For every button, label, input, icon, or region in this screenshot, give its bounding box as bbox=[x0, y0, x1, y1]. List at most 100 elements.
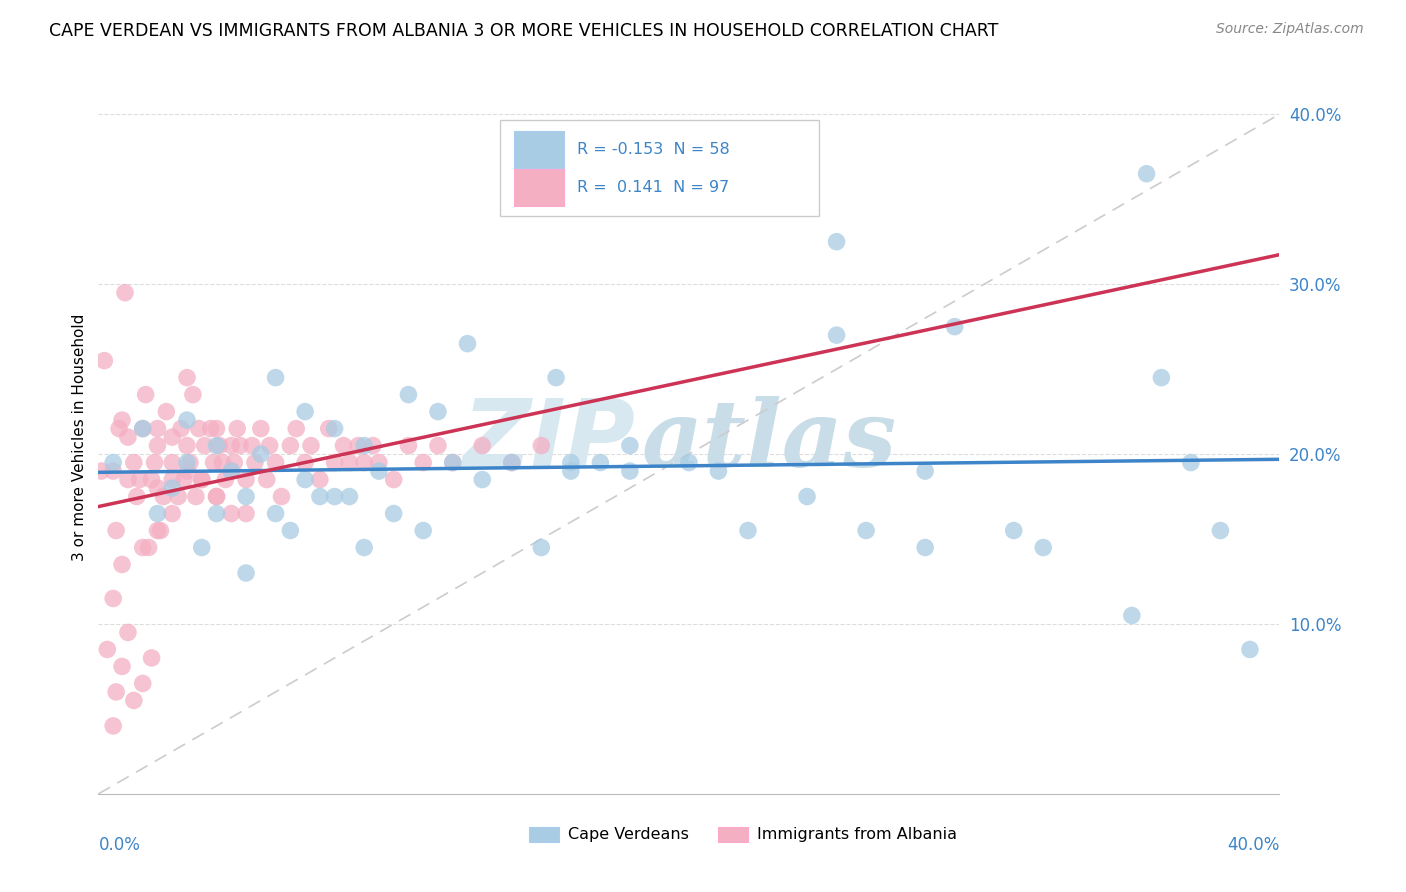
Point bbox=[299, 439, 322, 453]
Point bbox=[103, 464, 125, 478]
Point bbox=[914, 464, 936, 478]
Point bbox=[382, 473, 405, 487]
Point bbox=[412, 524, 434, 538]
Point bbox=[332, 439, 354, 453]
Point bbox=[149, 524, 172, 538]
Text: 0.0%: 0.0% bbox=[98, 837, 141, 855]
Point bbox=[146, 507, 169, 521]
Point bbox=[132, 541, 155, 555]
Bar bbox=[515, 131, 564, 168]
Bar bbox=[515, 169, 564, 206]
Point bbox=[264, 507, 287, 521]
Point bbox=[1209, 524, 1232, 538]
Point bbox=[103, 456, 125, 470]
Point bbox=[103, 591, 125, 606]
Point bbox=[191, 541, 214, 555]
Point bbox=[589, 456, 612, 470]
Point bbox=[280, 524, 302, 538]
Point bbox=[339, 490, 361, 504]
Point bbox=[146, 481, 169, 495]
Point bbox=[184, 490, 207, 504]
Point bbox=[427, 404, 450, 418]
Point bbox=[93, 353, 115, 368]
Point bbox=[103, 719, 125, 733]
Point bbox=[256, 473, 278, 487]
Point bbox=[353, 439, 375, 453]
Text: 40.0%: 40.0% bbox=[1227, 837, 1279, 855]
Point bbox=[205, 507, 228, 521]
Point bbox=[737, 524, 759, 538]
Point bbox=[132, 421, 155, 435]
Point bbox=[560, 456, 582, 470]
Point bbox=[240, 439, 263, 453]
Point bbox=[855, 524, 877, 538]
Point bbox=[155, 404, 177, 418]
Point bbox=[1180, 456, 1202, 470]
Point bbox=[294, 404, 316, 418]
Point bbox=[1150, 370, 1173, 384]
Point bbox=[105, 524, 128, 538]
Point bbox=[318, 421, 340, 435]
Point bbox=[200, 421, 222, 435]
Bar bbox=[501, 120, 818, 216]
Point bbox=[114, 285, 136, 300]
Point bbox=[170, 421, 193, 435]
Text: CAPE VERDEAN VS IMMIGRANTS FROM ALBANIA 3 OR MORE VEHICLES IN HOUSEHOLD CORRELAT: CAPE VERDEAN VS IMMIGRANTS FROM ALBANIA … bbox=[49, 22, 998, 40]
Point bbox=[132, 676, 155, 690]
Point bbox=[138, 541, 160, 555]
Point bbox=[368, 464, 391, 478]
Point bbox=[309, 490, 332, 504]
Point bbox=[162, 456, 183, 470]
Point bbox=[162, 430, 183, 444]
Point bbox=[285, 421, 308, 435]
Point bbox=[796, 490, 818, 504]
Point bbox=[250, 447, 273, 461]
Point bbox=[1121, 608, 1143, 623]
Point bbox=[250, 421, 273, 435]
Point bbox=[235, 507, 257, 521]
Point bbox=[412, 456, 434, 470]
Point bbox=[1239, 642, 1261, 657]
Point bbox=[146, 421, 169, 435]
Point bbox=[211, 456, 233, 470]
Point bbox=[187, 421, 209, 435]
Point bbox=[214, 473, 236, 487]
Point bbox=[943, 319, 966, 334]
Point bbox=[176, 413, 198, 427]
Point bbox=[167, 490, 190, 504]
Point bbox=[141, 473, 163, 487]
Point bbox=[619, 439, 641, 453]
Point bbox=[825, 328, 848, 343]
Bar bbox=[718, 827, 748, 842]
Point bbox=[382, 507, 405, 521]
Point bbox=[368, 456, 391, 470]
Point bbox=[181, 387, 204, 401]
Point bbox=[914, 541, 936, 555]
Point bbox=[235, 490, 257, 504]
Point bbox=[530, 439, 553, 453]
Point bbox=[173, 473, 195, 487]
Text: R = -0.153  N = 58: R = -0.153 N = 58 bbox=[576, 142, 730, 157]
Point bbox=[111, 413, 134, 427]
Point bbox=[221, 507, 243, 521]
Point bbox=[176, 464, 198, 478]
Point bbox=[619, 464, 641, 478]
Point bbox=[221, 464, 243, 478]
Point bbox=[323, 456, 346, 470]
Point bbox=[122, 693, 145, 707]
Point bbox=[353, 541, 375, 555]
Point bbox=[96, 642, 118, 657]
Point bbox=[162, 481, 183, 495]
Point bbox=[221, 464, 243, 478]
Point bbox=[194, 439, 217, 453]
Point bbox=[294, 473, 316, 487]
Bar bbox=[530, 827, 560, 842]
Point bbox=[179, 456, 201, 470]
Point bbox=[707, 464, 730, 478]
Point bbox=[176, 439, 198, 453]
Point bbox=[235, 473, 257, 487]
Point bbox=[471, 439, 494, 453]
Point bbox=[339, 456, 361, 470]
Point bbox=[111, 558, 134, 572]
Point bbox=[501, 456, 523, 470]
